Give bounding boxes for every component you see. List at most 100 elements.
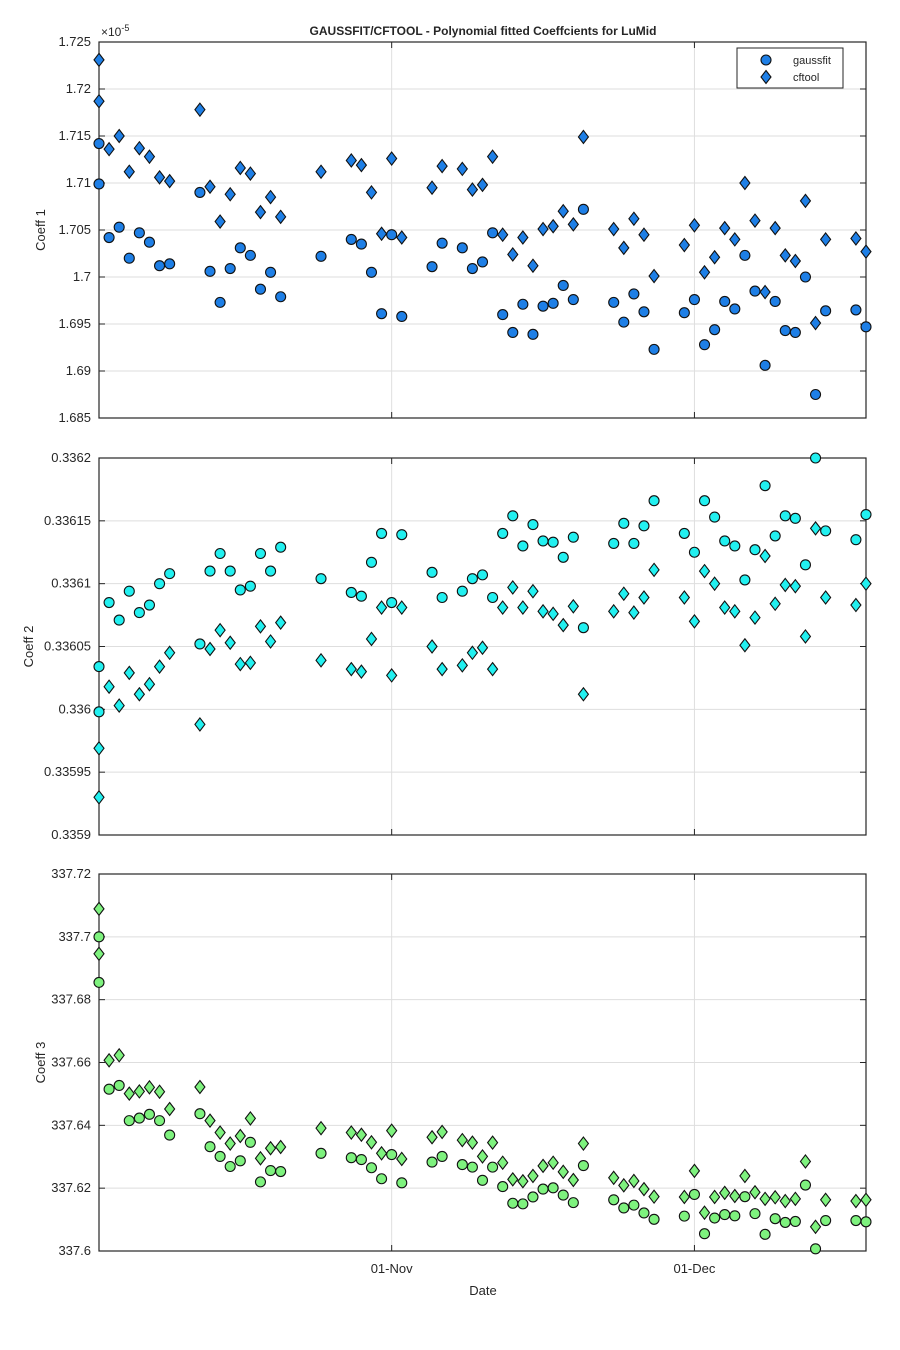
data-point-cftool — [244, 655, 257, 671]
data-point-cftool — [547, 218, 559, 234]
data-point-cftool — [749, 213, 761, 229]
data-point-cftool — [234, 656, 246, 672]
data-point-gaussfit — [567, 531, 579, 543]
data-point-cftool — [274, 209, 287, 225]
axes-container: 1.685 1.69 1.695 1.7 1.705 1.71 1.715 1.72 1.725… — [21, 23, 872, 1276]
data-point-cftool — [486, 1135, 499, 1151]
data-point-gaussfit — [365, 1162, 378, 1174]
data-point-cftool — [103, 141, 115, 157]
data-point-cftool — [577, 129, 590, 145]
data-point-gaussfit — [547, 536, 559, 548]
data-point-cftool — [426, 639, 438, 654]
data-point-cftool — [719, 600, 731, 615]
data-point-gaussfit — [860, 1216, 872, 1228]
data-point-cftool — [396, 1151, 408, 1167]
data-point-cftool — [507, 247, 519, 262]
data-point-cftool — [204, 641, 216, 657]
data-point-gaussfit — [648, 495, 660, 507]
data-point-cftool — [375, 600, 388, 615]
data-point-gaussfit — [275, 291, 287, 303]
data-point-cftool — [214, 622, 226, 638]
data-point-cftool — [769, 220, 781, 236]
data-point-gaussfit — [355, 1154, 367, 1166]
data-point-gaussfit — [254, 283, 267, 295]
data-point-gaussfit — [698, 339, 711, 351]
axes-box — [98, 41, 867, 419]
data-point-gaussfit — [537, 535, 549, 547]
data-point-cftool — [194, 1079, 206, 1095]
data-point-gaussfit — [265, 1165, 277, 1177]
data-point-cftool — [254, 204, 267, 220]
data-point-gaussfit — [517, 1198, 529, 1210]
data-point-cftool — [698, 563, 711, 579]
data-point-gaussfit — [93, 178, 105, 190]
data-point-gaussfit — [850, 304, 862, 316]
data-point-gaussfit — [719, 535, 731, 547]
data-point-gaussfit — [164, 258, 176, 270]
data-point-gaussfit — [214, 547, 226, 560]
y-tick-label: 337.66 — [51, 1055, 91, 1070]
data-point-cftool — [638, 1181, 650, 1197]
data-point-gaussfit — [254, 547, 267, 560]
data-point-gaussfit — [436, 1150, 448, 1162]
data-point-cftool — [759, 1191, 771, 1207]
data-point-cftool — [355, 1127, 368, 1143]
data-point-gaussfit — [527, 328, 539, 340]
legend-label: gaussfit — [793, 55, 831, 67]
data-point-gaussfit — [123, 1115, 135, 1127]
data-point-gaussfit — [557, 279, 569, 292]
data-point-cftool — [708, 1189, 721, 1205]
series-cftool — [93, 52, 872, 331]
data-point-cftool — [799, 1154, 812, 1169]
data-point-gaussfit — [487, 591, 499, 604]
data-point-cftool — [163, 173, 176, 189]
data-point-gaussfit — [345, 233, 357, 245]
data-point-gaussfit — [557, 551, 569, 563]
data-point-gaussfit — [275, 1165, 287, 1178]
data-point-cftool — [426, 180, 438, 196]
data-point-cftool — [547, 1155, 559, 1171]
data-point-gaussfit — [547, 297, 559, 309]
data-point-gaussfit — [820, 1214, 832, 1227]
data-point-gaussfit — [809, 1243, 822, 1255]
data-point-cftool — [739, 175, 751, 191]
data-point-gaussfit — [466, 1161, 478, 1173]
data-point-gaussfit — [456, 242, 468, 254]
data-point-cftool — [396, 600, 408, 615]
data-point-gaussfit — [224, 565, 236, 577]
data-point-cftool — [365, 1134, 378, 1150]
data-point-cftool — [648, 1189, 660, 1205]
y-tick-label: 1.695 — [58, 316, 91, 331]
data-point-gaussfit — [93, 661, 105, 673]
data-point-gaussfit — [507, 510, 519, 522]
data-point-cftool — [476, 1149, 489, 1164]
data-point-cftool — [264, 189, 277, 205]
data-point-gaussfit — [487, 227, 499, 239]
y-tick-label: 337.68 — [51, 992, 91, 1007]
data-point-gaussfit — [436, 591, 448, 604]
y-axis-label: Coeff 1 — [33, 209, 48, 251]
data-point-cftool — [688, 613, 701, 629]
data-point-cftool — [779, 247, 791, 263]
data-point-cftool — [365, 184, 378, 200]
data-point-gaussfit — [749, 1208, 761, 1220]
data-point-cftool — [244, 1111, 257, 1126]
data-point-gaussfit — [133, 227, 145, 239]
data-point-gaussfit — [315, 1147, 327, 1159]
data-point-cftool — [527, 583, 539, 599]
data-point-cftool — [355, 664, 368, 680]
data-point-gaussfit — [204, 565, 216, 577]
data-point-cftool — [809, 315, 822, 331]
data-point-cftool — [698, 1205, 711, 1221]
data-point-cftool — [93, 946, 105, 962]
data-point-cftool — [456, 1132, 469, 1148]
data-point-gaussfit — [799, 559, 811, 571]
data-point-gaussfit — [497, 1181, 509, 1193]
data-point-gaussfit — [719, 1209, 731, 1221]
data-point-gaussfit — [113, 614, 125, 626]
data-point-cftool — [355, 157, 368, 173]
series-gaussfit — [93, 452, 872, 718]
data-point-cftool — [113, 128, 125, 144]
data-point-cftool — [466, 645, 479, 661]
